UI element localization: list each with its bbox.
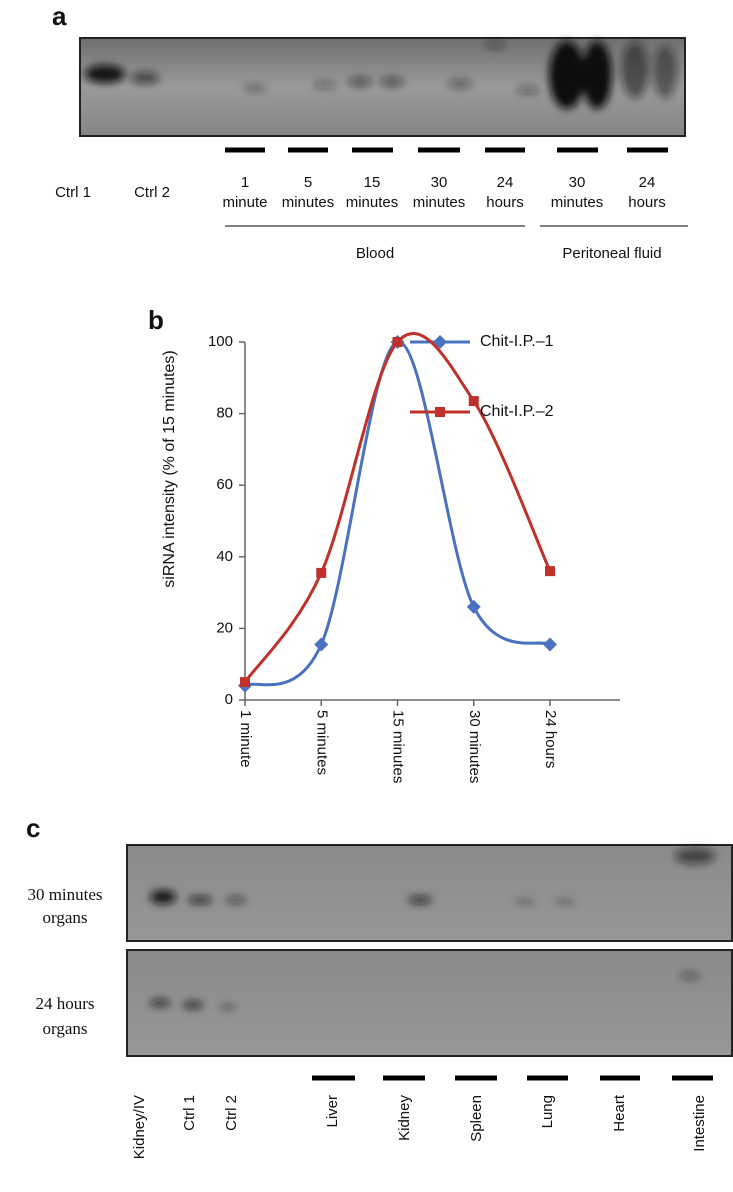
lane-label: 24 <box>639 174 656 191</box>
lane-label: minute <box>222 194 267 211</box>
lane-label: Lung <box>539 1095 556 1128</box>
marker <box>240 677 250 688</box>
lane-label: Ctrl 2 <box>134 184 170 201</box>
marker <box>316 567 327 578</box>
x-tick-label: 30 minutes <box>466 710 483 783</box>
marker <box>466 599 481 614</box>
panel-label: c <box>26 813 40 843</box>
lane-label: Spleen <box>468 1095 485 1142</box>
lane-label: Intestine <box>691 1095 708 1152</box>
lane-label: Ctrl 1 <box>55 184 91 201</box>
lane-label: Kidney <box>396 1095 413 1141</box>
y-tick-label: 0 <box>225 691 233 708</box>
lane-label: Heart <box>611 1094 628 1132</box>
y-axis-title: siRNA intensity (% of 15 minutes) <box>161 350 178 587</box>
y-tick-label: 40 <box>216 548 233 565</box>
lane-label: hours <box>486 194 524 211</box>
marker <box>314 637 329 652</box>
lane-label: minutes <box>413 194 466 211</box>
row-label: 30 minutes <box>27 885 102 904</box>
series-line <box>243 332 552 683</box>
row-label: organs <box>42 1019 87 1038</box>
lane-label: 15 <box>364 174 381 191</box>
x-tick-label: 1 minute <box>237 710 254 768</box>
lane-label: 5 <box>304 174 312 191</box>
lane-label: 24 <box>497 174 514 191</box>
lane-label: 30 <box>431 174 448 191</box>
marker <box>392 337 403 347</box>
x-tick-label: 15 minutes <box>390 710 407 783</box>
lane-label: 30 <box>569 174 586 191</box>
lane-label: hours <box>628 194 666 211</box>
group-label: Peritoneal fluid <box>562 245 661 262</box>
panel-label: b <box>148 305 164 335</box>
legend-label: Chit-I.P.–1 <box>480 333 554 350</box>
legend-marker <box>435 407 445 417</box>
row-label: organs <box>42 908 87 927</box>
gel-a <box>79 37 688 227</box>
marker <box>545 566 555 577</box>
marker <box>543 637 557 652</box>
lane-label: Ctrl 2 <box>223 1095 240 1131</box>
lane-label: Kidney/IV <box>131 1095 148 1159</box>
y-tick-label: 80 <box>216 405 233 422</box>
series-line <box>244 340 551 688</box>
gel-c <box>126 844 733 1081</box>
lane-label: 1 <box>241 174 249 191</box>
lane-label: minutes <box>282 194 335 211</box>
x-tick-label: 5 minutes <box>313 710 330 775</box>
row-label: 24 hours <box>35 994 94 1013</box>
marker <box>468 396 479 407</box>
lane-label: minutes <box>346 194 399 211</box>
lane-label: minutes <box>551 194 604 211</box>
lane-label: Liver <box>324 1095 341 1128</box>
y-tick-label: 60 <box>216 476 233 493</box>
legend-label: Chit-I.P.–2 <box>480 403 554 420</box>
group-label: Blood <box>356 245 394 262</box>
x-tick-label: 24 hours <box>542 710 559 768</box>
panel-label: a <box>52 1 67 31</box>
y-tick-label: 100 <box>208 333 233 350</box>
y-tick-label: 20 <box>216 619 233 636</box>
lane-label: Ctrl 1 <box>181 1095 198 1131</box>
